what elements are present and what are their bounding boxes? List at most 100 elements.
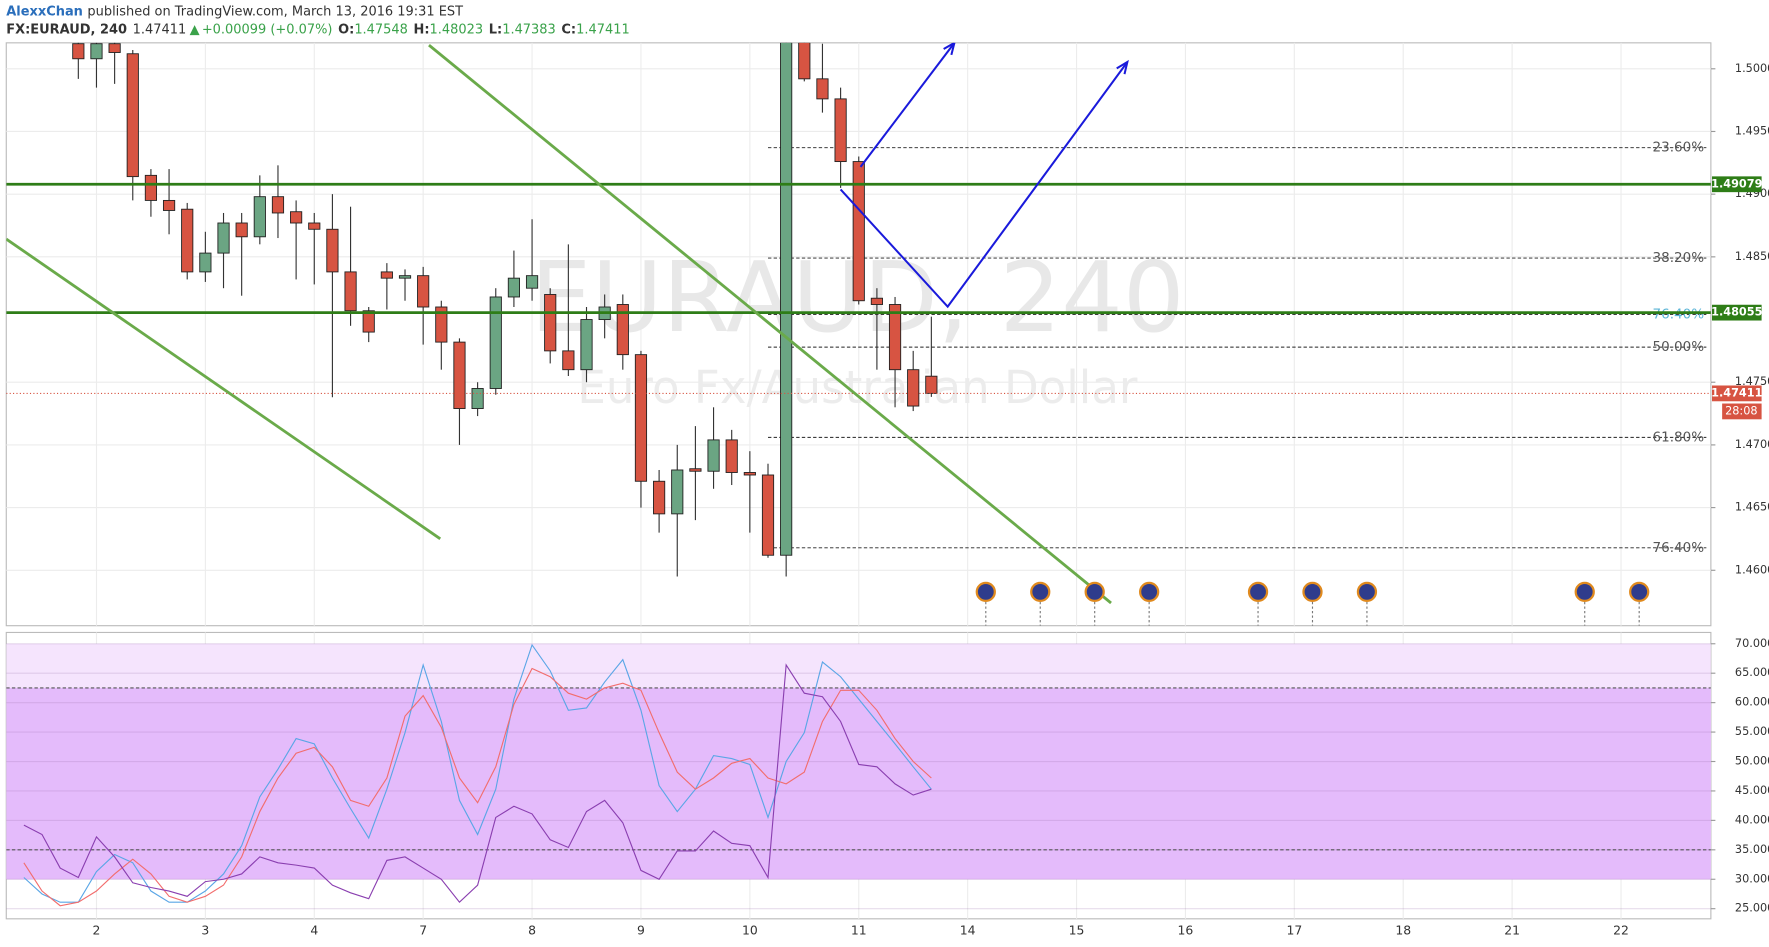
hline-label: 1.49079 [1711,177,1762,190]
l-label: L: [489,22,502,37]
candle-body [725,439,738,473]
x-tick-label: 21 [1504,923,1520,938]
x-tick-label: 18 [1395,923,1411,938]
fib-label: 38.20% [1653,250,1705,266]
x-tick-label: 17 [1286,923,1302,938]
event-icon [1247,581,1269,603]
candle-body [689,468,702,472]
fib-label: 76.40% [1653,307,1705,323]
x-tick-label: 8 [528,923,536,938]
x-tick-label: 2 [93,923,101,938]
trendline [6,237,442,540]
candle-body [852,161,865,302]
symbol: FX:EURAUD, 240 [6,22,127,37]
hline-label: 1.48055 [1711,306,1762,319]
last-price-label: 1.47411 [1711,386,1762,399]
candle-body [126,53,139,178]
author[interactable]: AlexxChan [6,4,83,19]
osc-y-tick-label: 35.0000 [1735,843,1769,856]
o-label: O: [338,22,354,37]
y-tick-label: 1.50000 [1735,62,1769,75]
osc-y-tick-label: 55.0000 [1735,725,1769,738]
osc-line [23,663,932,904]
c-value: 1.47411 [576,22,630,37]
candle-body [398,275,412,279]
trendline [428,44,1112,605]
y-tick-label: 1.46500 [1735,501,1769,514]
osc-y-tick-label: 30.0000 [1735,872,1769,885]
last-price-box [1711,385,1762,402]
up-arrow: ▲ [190,22,200,37]
x-tick-label: 4 [310,923,318,938]
event-icon [1356,581,1378,603]
x-tick-label: 15 [1069,923,1085,938]
arrow [859,42,956,168]
candle-body [417,275,430,308]
osc-y-tick-label: 70.0000 [1735,637,1769,650]
candle-body [308,222,321,230]
candle-body [616,304,629,356]
candle-body [907,369,920,407]
osc-y-tick-label: 25.0000 [1735,902,1769,915]
candle-body [217,222,230,254]
candle-body [380,271,393,279]
candle-body [72,43,85,60]
candle-body [870,297,883,305]
osc-line [23,667,932,907]
candle-body [507,277,520,298]
candle-body [634,354,648,482]
candle-body [108,43,121,53]
candle-body [671,469,684,515]
osc-line [23,643,932,903]
h-value: 1.48023 [430,22,484,37]
candle-body [199,252,212,273]
event-icon [1302,581,1323,603]
candle-body [798,42,811,80]
x-tick-label: 7 [419,923,427,938]
osc-y-tick-label: 40.0000 [1735,813,1769,826]
candle-body [816,78,829,100]
osc-y-tick-label: 60.0000 [1735,696,1769,709]
fib-label: 23.60% [1653,140,1705,156]
candle-body [780,42,793,556]
osc-y-tick-label: 50.0000 [1735,755,1769,768]
change: +0.00099 (+0.07%) [202,22,333,37]
arrow-head [943,42,956,56]
candle-body [181,208,194,273]
candle-body [344,271,357,312]
x-tick-label: 3 [201,923,209,938]
x-tick-label: 16 [1178,923,1194,938]
c-label: C: [561,22,576,37]
candle-body [544,294,557,352]
watermark-sub: Euro Fx/Australian Dollar [577,361,1138,414]
x-tick-label: 14 [960,923,976,938]
candle-body [925,375,938,394]
countdown: 28:08 [1725,404,1757,417]
candle-body [562,350,575,371]
candle-body [525,275,539,289]
arrow [839,61,1129,309]
candle-body [235,222,248,238]
candle-body [362,310,375,333]
event-icon [1030,581,1051,603]
osc-y-tick-label: 65.0000 [1735,666,1769,679]
y-tick-label: 1.47000 [1735,438,1769,451]
candle-body [743,472,756,476]
event-icon [1138,581,1160,603]
header-line-1: AlexxChan published on TradingView.com, M… [6,4,463,19]
h-label: H: [414,22,430,37]
fib-label: 61.80% [1653,429,1705,445]
candle-body [90,43,103,60]
countdown-box [1722,403,1762,420]
y-tick-label: 1.47500 [1735,375,1769,388]
l-value: 1.47383 [502,22,556,37]
y-tick-label: 1.48500 [1735,250,1769,263]
candle-body [834,98,847,163]
y-tick-label: 1.46000 [1735,563,1769,576]
candle-body [271,196,285,214]
header-bg [0,0,1769,41]
event-icon [1574,581,1595,603]
candle-body [453,341,466,410]
